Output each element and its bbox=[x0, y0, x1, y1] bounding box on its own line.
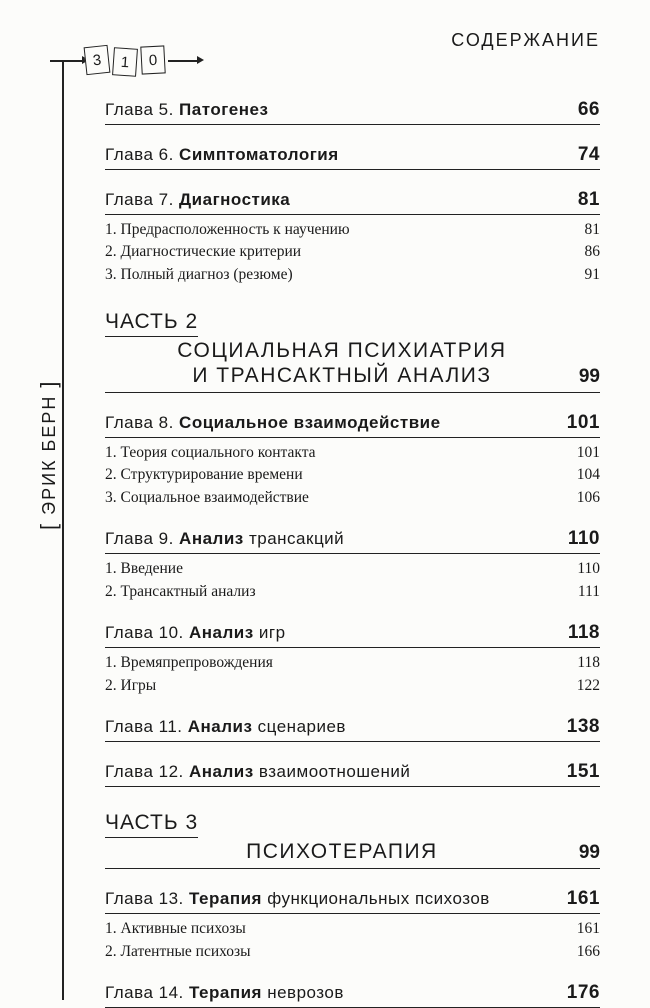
part-label: ЧАСТЬ 2 bbox=[105, 310, 198, 337]
sub-page: 101 bbox=[577, 442, 600, 464]
sub-label: 2. Игры bbox=[105, 675, 156, 697]
chapter-title: Глава 6. Симптоматология bbox=[105, 145, 339, 165]
sub-label: 2. Латентные психозы bbox=[105, 941, 251, 963]
chapter-title: Глава 14. Терапия неврозов bbox=[105, 983, 344, 1003]
sub-row: 1. Предрасположенность к научению 81 bbox=[105, 219, 600, 241]
sub-list: 1. Предрасположенность к научению812. Ди… bbox=[105, 219, 600, 286]
part-block: ЧАСТЬ 3ПСИХОТЕРАПИЯ99 bbox=[105, 811, 600, 869]
sub-row: 3. Полный диагноз (резюме) 91 bbox=[105, 264, 600, 286]
sub-row: 2. Латентные психозы 166 bbox=[105, 941, 600, 963]
sub-row: 2. Игры 122 bbox=[105, 675, 600, 697]
chapter-page: 151 bbox=[567, 761, 600, 783]
toc-content: Глава 5. Патогенез 66 Глава 6. Симптоматол… bbox=[105, 80, 600, 1000]
chapter-page: 110 bbox=[568, 528, 600, 550]
sub-label: 2. Структурирование времени bbox=[105, 464, 303, 486]
sub-label: 1. Предрасположенность к научению bbox=[105, 219, 350, 241]
sub-page: 104 bbox=[577, 464, 600, 486]
arrow-line bbox=[50, 60, 85, 62]
sub-list: 1. Времяпрепровождения 118 2. Игры 122 bbox=[105, 652, 600, 697]
chapter-title: Глава 9. Анализ трансакций bbox=[105, 529, 344, 549]
page-digit: 1 bbox=[112, 47, 138, 77]
sub-label: 2. Диагностические критерии bbox=[105, 241, 301, 263]
sub-page: 91 bbox=[585, 264, 601, 286]
part-title-row: ПСИХОТЕРАПИЯ99 bbox=[105, 840, 600, 869]
part-title: ПСИХОТЕРАПИЯ bbox=[105, 840, 579, 864]
part-label: ЧАСТЬ 3 bbox=[105, 811, 198, 838]
chapter-page: 81 bbox=[578, 189, 600, 211]
sub-page: 166 bbox=[577, 941, 600, 963]
chapter-title: Глава 13. Терапия функциональных психозо… bbox=[105, 889, 490, 909]
sub-page: 161 bbox=[577, 918, 600, 940]
chapter-row: Глава 7. Диагностика 81 bbox=[105, 184, 600, 215]
chapter-row: Глава 5. Патогенез 66 bbox=[105, 94, 600, 125]
chapter-page: 161 bbox=[567, 888, 600, 910]
chapter-title: Глава 11. Анализ сценариев bbox=[105, 717, 346, 737]
sub-label: 3. Полный диагноз (резюме) bbox=[105, 264, 293, 286]
sub-row: 1. Активные психозы 161 bbox=[105, 918, 600, 940]
chapter-row: Глава 14. Терапия неврозов 176 bbox=[105, 977, 600, 1008]
sub-page: 86 bbox=[585, 241, 601, 263]
chapter-page: 101 bbox=[567, 412, 600, 434]
sub-list: 1. Активные психозы1612. Латентные психо… bbox=[105, 918, 600, 963]
sub-label: 1. Введение bbox=[105, 558, 183, 580]
chapter-row: Глава 8. Социальное взаимодействие 101 bbox=[105, 407, 600, 438]
sub-page: 118 bbox=[577, 652, 600, 674]
sub-row: 1. Введение 110 bbox=[105, 558, 600, 580]
chapter-row: Глава 11. Анализ сценариев 138 bbox=[105, 711, 600, 742]
chapter-page: 118 bbox=[568, 622, 600, 644]
part-page: 99 bbox=[579, 366, 600, 388]
chapter-title: Глава 5. Патогенез bbox=[105, 100, 268, 120]
chapter-page: 138 bbox=[567, 716, 600, 738]
author-name: ЭРИК БЕРН bbox=[39, 395, 59, 515]
page-number-boxes: 3 1 0 bbox=[85, 46, 169, 76]
sub-page: 110 bbox=[577, 558, 600, 580]
chapter-page: 176 bbox=[567, 982, 600, 1004]
page-digit: 0 bbox=[140, 45, 165, 74]
sub-label: 3. Социальное взаимодействие bbox=[105, 487, 309, 509]
chapter-row: Глава 9. Анализ трансакций 110 bbox=[105, 523, 600, 554]
chapter-title: Глава 10. Анализ игр bbox=[105, 623, 286, 643]
sub-row: 1. Теория социального контакта 101 bbox=[105, 442, 600, 464]
chapter-row: Глава 10. Анализ игр 118 bbox=[105, 617, 600, 648]
header-title: СОДЕРЖАНИЕ bbox=[451, 30, 600, 51]
sub-label: 1. Времяпрепровождения bbox=[105, 652, 273, 674]
sub-page: 106 bbox=[577, 487, 600, 509]
page-digit: 3 bbox=[84, 45, 111, 75]
sub-page: 81 bbox=[585, 219, 601, 241]
sub-page: 111 bbox=[578, 581, 600, 603]
sub-row: 2. Структурирование времени 104 bbox=[105, 464, 600, 486]
author-vertical: [ ЭРИК БЕРН ] bbox=[36, 370, 62, 540]
chapter-page: 66 bbox=[578, 99, 600, 121]
chapter-title: Глава 8. Социальное взаимодействие bbox=[105, 413, 441, 433]
chapter-row: Глава 6. Симптоматология 74 bbox=[105, 139, 600, 170]
part-page: 99 bbox=[579, 842, 600, 864]
chapter-row: Глава 12. Анализ взаимоотношений 151 bbox=[105, 756, 600, 787]
sub-row: 2. Диагностические критерии 86 bbox=[105, 241, 600, 263]
margin-rule bbox=[62, 60, 64, 1000]
arrow-line bbox=[168, 60, 200, 62]
chapter-row: Глава 13. Терапия функциональных психозо… bbox=[105, 883, 600, 914]
chapter-title: Глава 7. Диагностика bbox=[105, 190, 290, 210]
chapter-title: Глава 12. Анализ взаимоотношений bbox=[105, 762, 410, 782]
sub-list: 1. Введение 110 2. Трансактный анализ 111 bbox=[105, 558, 600, 603]
sub-label: 1. Активные психозы bbox=[105, 918, 246, 940]
sub-row: 2. Трансактный анализ 111 bbox=[105, 581, 600, 603]
sub-row: 1. Времяпрепровождения 118 bbox=[105, 652, 600, 674]
chapter-page: 74 bbox=[578, 144, 600, 166]
sub-label: 2. Трансактный анализ bbox=[105, 581, 256, 603]
part-title: СОЦИАЛЬНАЯ ПСИХИАТРИЯИ ТРАНСАКТНЫЙ АНАЛИ… bbox=[105, 339, 579, 387]
part-title-row: СОЦИАЛЬНАЯ ПСИХИАТРИЯИ ТРАНСАКТНЫЙ АНАЛИ… bbox=[105, 339, 600, 392]
sub-label: 1. Теория социального контакта bbox=[105, 442, 316, 464]
arrow-head-icon bbox=[197, 56, 204, 64]
sub-page: 122 bbox=[577, 675, 600, 697]
sub-row: 3. Социальное взаимодействие 106 bbox=[105, 487, 600, 509]
part-block: ЧАСТЬ 2СОЦИАЛЬНАЯ ПСИХИАТРИЯИ ТРАНСАКТНЫ… bbox=[105, 310, 600, 392]
sub-list: 1. Теория социального контакта1012. Стру… bbox=[105, 442, 600, 509]
